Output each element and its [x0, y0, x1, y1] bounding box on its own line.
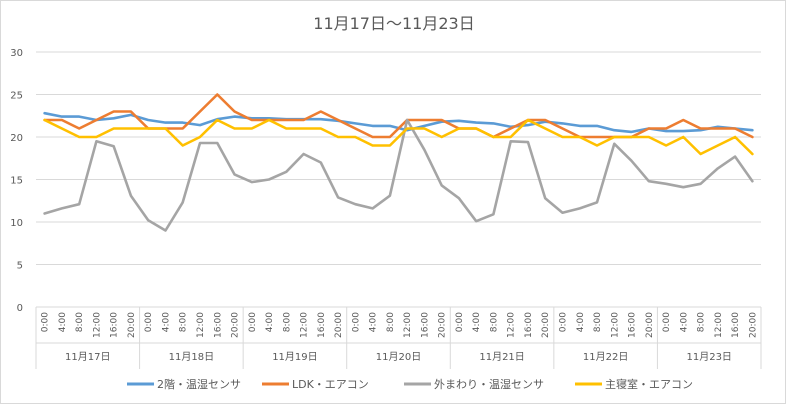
x-tick-label: 8:00 — [179, 312, 189, 332]
x-tick-label: 16:00 — [628, 312, 638, 338]
day-label: 11月21日 — [479, 351, 524, 363]
chart-title: 11月17日〜11月23日 — [313, 14, 474, 33]
day-label: 11月22日 — [583, 351, 628, 363]
x-tick-label: 20:00 — [231, 312, 241, 338]
x-tick-label: 12:00 — [714, 312, 724, 338]
series-lines — [43, 93, 754, 232]
legend-label: LDK・エアコン — [292, 378, 369, 391]
y-tick-label: 10 — [10, 218, 23, 229]
x-tick-label: 20:00 — [541, 312, 551, 338]
day-label: 11月20日 — [376, 351, 421, 363]
x-tick-label: 4:00 — [369, 312, 379, 332]
gridlines — [36, 51, 761, 308]
x-tick-label: 20:00 — [438, 312, 448, 338]
x-tick-label: 4:00 — [576, 312, 586, 332]
x-tick-label: 20:00 — [127, 312, 137, 338]
legend-label: 2階・温湿センサ — [157, 377, 241, 391]
x-tick-label: 0:00 — [248, 312, 258, 332]
x-tick-label: 16:00 — [731, 312, 741, 338]
series-line — [43, 93, 754, 139]
x-tick-label: 16:00 — [317, 312, 327, 338]
series-line — [43, 118, 754, 156]
x-tick-label: 8:00 — [386, 312, 396, 332]
x-tick-label: 20:00 — [748, 312, 758, 338]
x-tick-label: 8:00 — [593, 312, 603, 332]
x-tick-label: 0:00 — [351, 312, 361, 332]
y-tick-label: 15 — [10, 176, 23, 187]
day-label: 11月23日 — [686, 351, 731, 363]
series-line — [43, 118, 754, 232]
legend: 2階・温湿センサ LDK・エアコン 外まわり・温湿センサ 主寝室・エアコン — [127, 377, 693, 391]
x-tick-label: 16:00 — [420, 312, 430, 338]
y-tick-label: 20 — [10, 133, 23, 144]
x-tick-label: 4:00 — [161, 312, 171, 332]
x-tick-label: 0:00 — [662, 312, 672, 332]
x-tick-label: 4:00 — [679, 312, 689, 332]
y-tick-label: 0 — [17, 303, 23, 314]
day-label: 11月19日 — [272, 351, 317, 363]
x-tick-label: 20:00 — [645, 312, 655, 338]
x-tick-label: 8:00 — [75, 312, 85, 332]
x-tick-label: 4:00 — [58, 312, 68, 332]
x-tick-label: 8:00 — [489, 312, 499, 332]
x-tick-label: 16:00 — [524, 312, 534, 338]
legend-label: 主寝室・エアコン — [605, 377, 693, 391]
y-tick-label: 30 — [10, 48, 23, 59]
x-tick-label: 12:00 — [300, 312, 310, 338]
x-tick-label: 12:00 — [610, 312, 620, 338]
x-tick-label: 0:00 — [455, 312, 465, 332]
x-tick-label: 16:00 — [110, 312, 120, 338]
day-label: 11月18日 — [169, 351, 214, 363]
x-tick-label: 12:00 — [196, 312, 206, 338]
x-tick-label: 0:00 — [144, 312, 154, 332]
x-tick-label: 0:00 — [41, 312, 51, 332]
x-tick-label: 16:00 — [213, 312, 223, 338]
x-tick-label: 0:00 — [558, 312, 568, 332]
x-tick-label: 8:00 — [282, 312, 292, 332]
legend-label: 外まわり・温湿センサ — [434, 378, 544, 391]
y-tick-label: 5 — [17, 261, 23, 272]
day-label: 11月17日 — [65, 351, 110, 363]
x-tick-label: 12:00 — [507, 312, 517, 338]
y-tick-label: 25 — [10, 91, 23, 102]
axes: 0 5 10 15 20 25 30 0:00 4:00 8:00 12:00 16:00 20:00 0… — [10, 48, 762, 369]
x-tick-label: 4:00 — [265, 312, 275, 332]
x-tick-label: 20:00 — [334, 312, 344, 338]
x-tick-label: 8:00 — [697, 312, 707, 332]
x-tick-label: 12:00 — [92, 312, 102, 338]
x-tick-label: 12:00 — [403, 312, 413, 338]
x-tick-label: 4:00 — [472, 312, 482, 332]
